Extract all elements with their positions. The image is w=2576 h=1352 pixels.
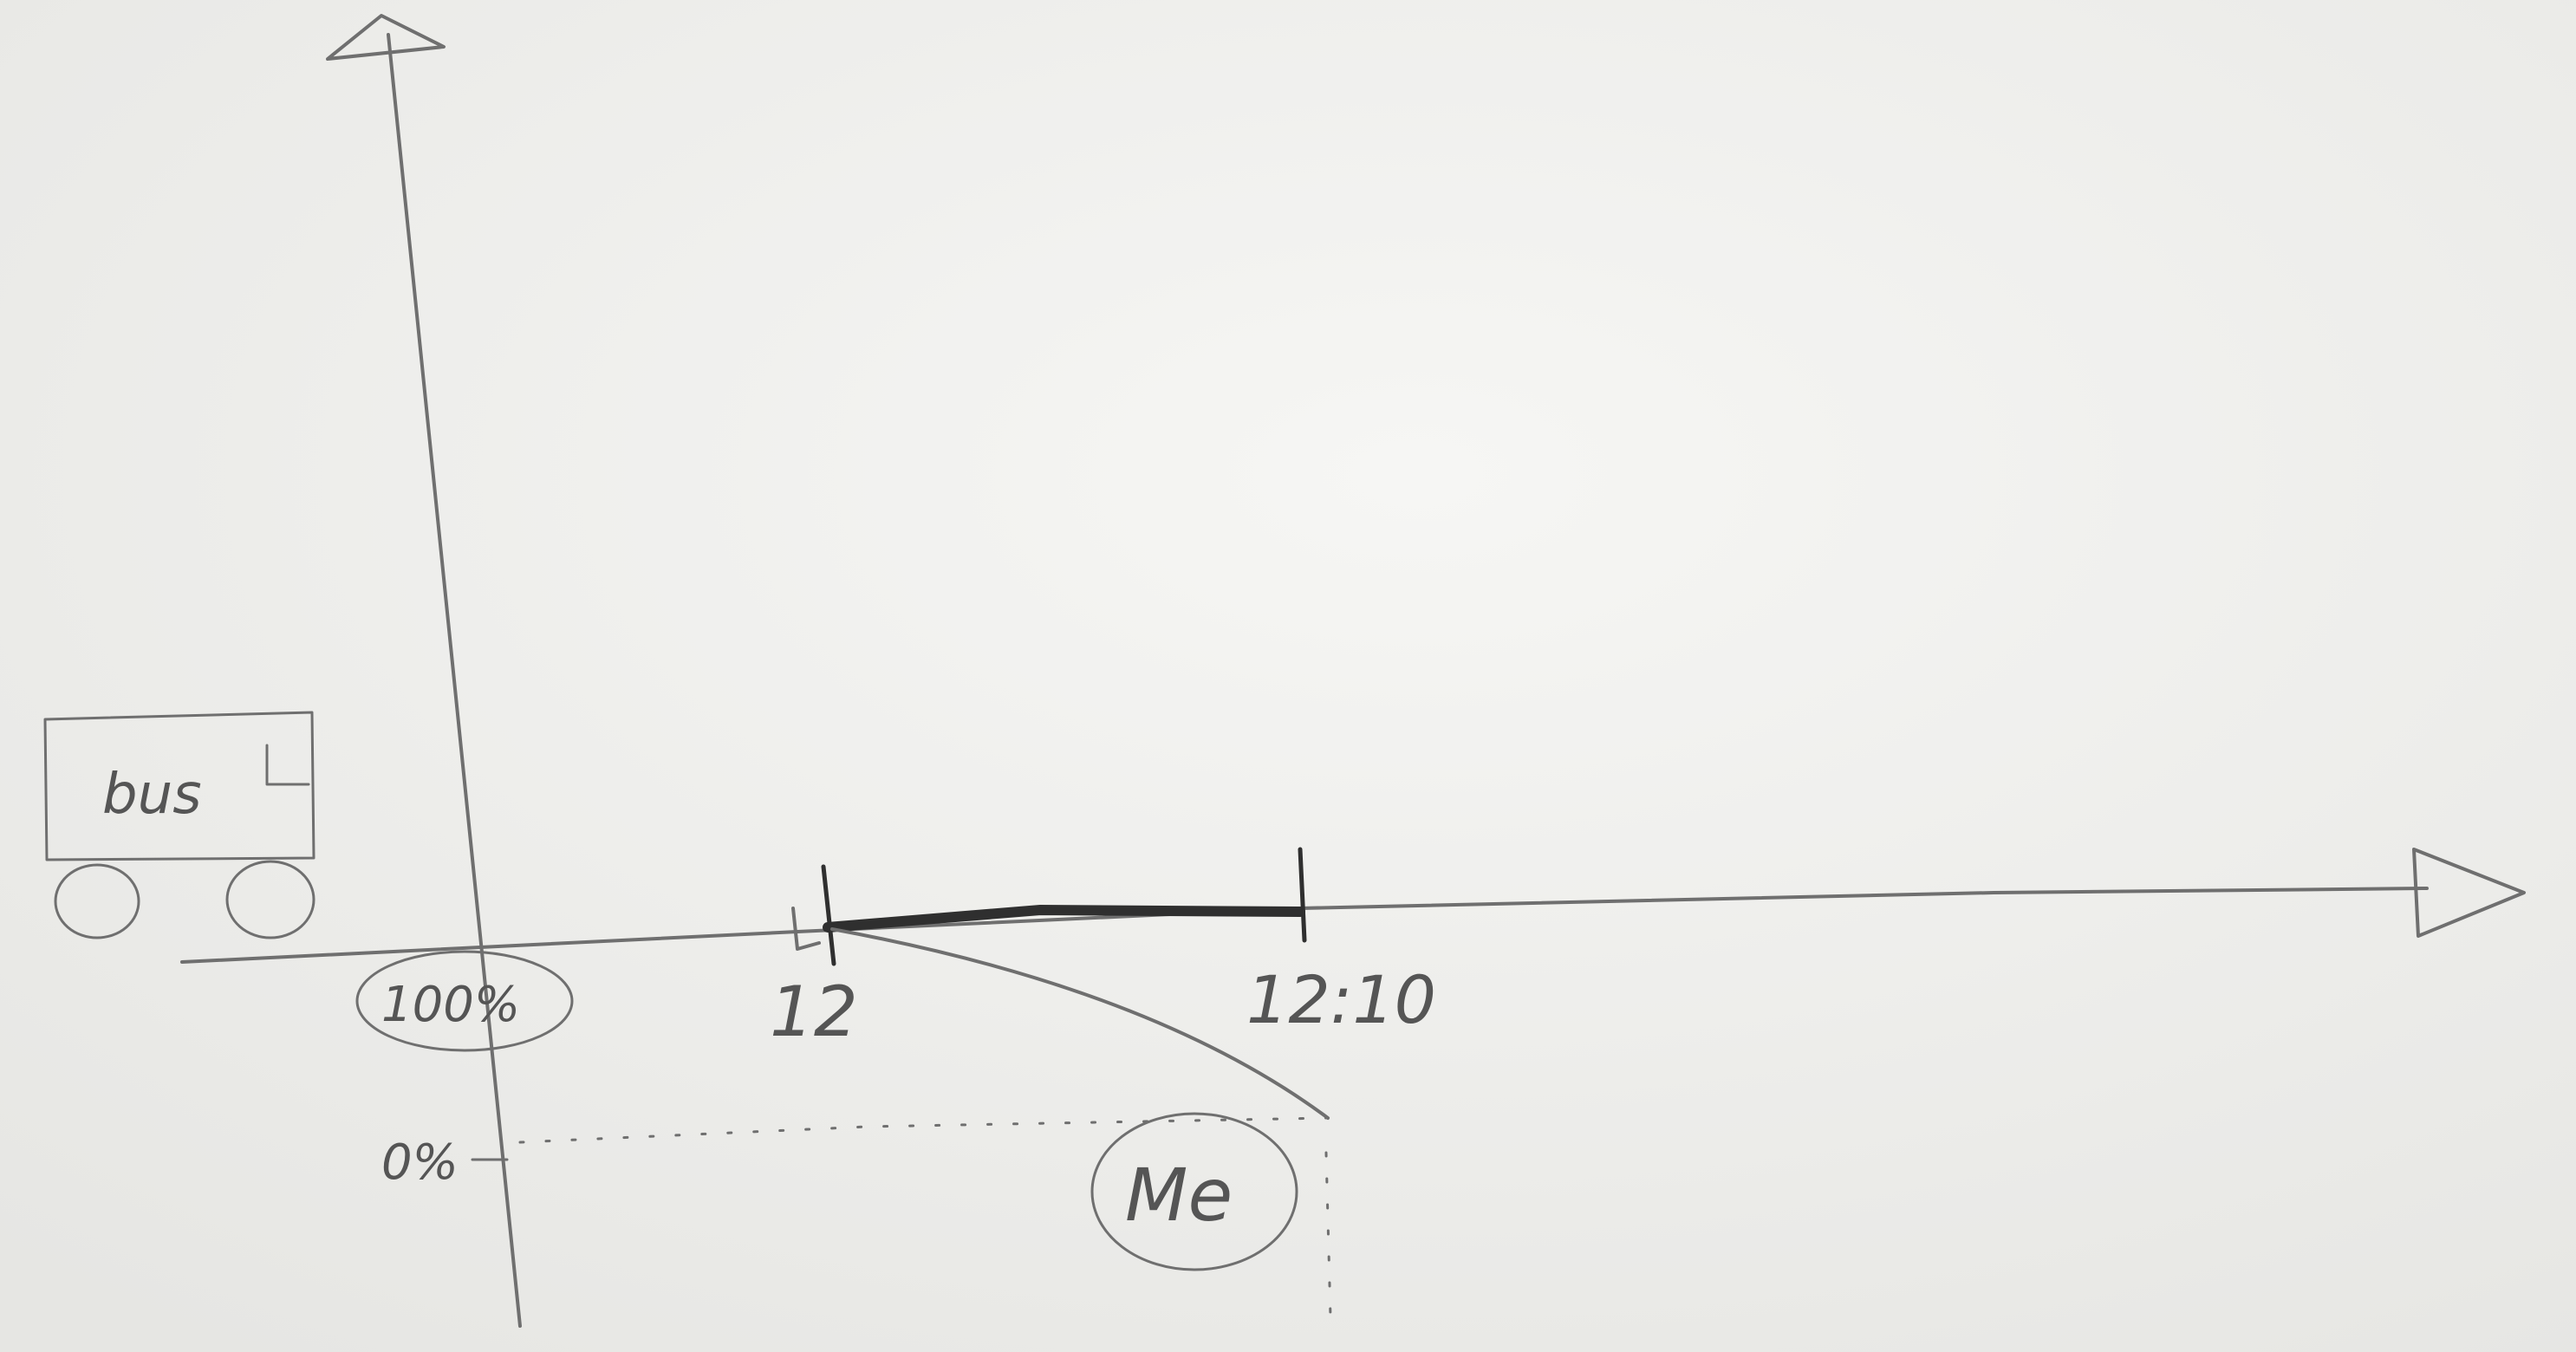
time-interval: 12 12:10 [770,847,1436,1052]
start-time-label: 12 [770,972,858,1052]
bus-label: bus [102,763,202,827]
horizontal-axis-arrowhead [2412,848,2526,938]
me-label: Me [1125,1153,1233,1238]
end-time-tick [1298,847,1307,943]
zero-dotted-line [518,1116,1328,1144]
me-marker: Me [1090,1112,1298,1271]
bus-wheel-right [225,860,315,939]
end-dotted-drop [1324,1151,1332,1319]
start-percent-circle [355,950,574,1052]
vertical-axis [387,33,522,1328]
start-percent-marker: 100% [355,950,574,1052]
bus-drawing: bus [43,711,315,939]
decline-curve [830,927,1330,1120]
bus-wheel-left [54,863,140,939]
me-circle [1090,1112,1298,1271]
start-percent-label: 100% [381,977,520,1033]
interval-bar [823,904,1305,933]
bus-door [265,744,310,786]
end-time-label: 12:10 [1246,961,1436,1038]
bus-body [43,711,315,861]
start-flag [791,907,821,951]
vertical-axis-arrowhead [326,14,446,61]
end-percent-label: 0% [381,1134,459,1191]
start-time-tick [821,864,836,966]
